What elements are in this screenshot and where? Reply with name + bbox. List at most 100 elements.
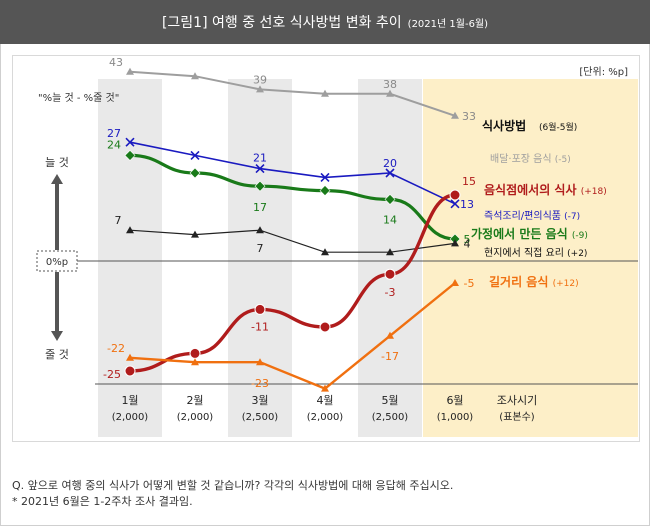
point-marker bbox=[124, 149, 136, 161]
point-marker bbox=[256, 358, 264, 366]
legend-series-change: (+18) bbox=[581, 187, 607, 197]
decrease-label: 줄 것 bbox=[45, 348, 69, 361]
data-label: 15 bbox=[462, 175, 476, 188]
data-label: 5 bbox=[464, 233, 471, 246]
data-label: 43 bbox=[109, 56, 123, 69]
data-label: 7 bbox=[115, 214, 122, 227]
legend-series-name: 가정에서 만든 음식 bbox=[471, 226, 572, 241]
legend-series-name: 배달·포장 음식 bbox=[490, 153, 555, 165]
series-line bbox=[129, 229, 456, 253]
point-marker bbox=[254, 303, 266, 315]
point-marker bbox=[254, 180, 266, 192]
point-marker bbox=[190, 150, 200, 160]
unit-label: [단위: %p] bbox=[579, 65, 628, 78]
marker-stroke bbox=[255, 164, 265, 174]
point-marker bbox=[126, 226, 134, 234]
point-marker bbox=[319, 321, 331, 333]
data-label: -3 bbox=[385, 286, 396, 299]
point-marker bbox=[189, 167, 201, 179]
legend-series-change: (-7) bbox=[564, 212, 580, 222]
zero-label-box bbox=[36, 250, 78, 272]
point-marker bbox=[125, 137, 135, 147]
sample-size-label: (1,000) bbox=[437, 412, 474, 423]
marker-stroke bbox=[125, 137, 135, 147]
question-note: Q. 앞으로 여행 중의 식사가 어떻게 변할 것 같습니까? 각각의 식사방법… bbox=[12, 479, 454, 492]
sample-size-label: (2,500) bbox=[242, 412, 279, 423]
footnotes: Q. 앞으로 여행 중의 식사가 어떻게 변할 것 같습니까? 각각의 식사방법… bbox=[12, 478, 638, 510]
data-label: 14 bbox=[383, 213, 397, 226]
figure-header: [그림1] 여행 중 선호 식사방법 변화 추이 (2021년 1월-6월) bbox=[0, 0, 650, 44]
figure-title: [그림1] 여행 중 선호 식사방법 변화 추이 bbox=[161, 15, 402, 31]
month-column-shade bbox=[228, 79, 292, 437]
series-line bbox=[129, 70, 456, 117]
point-marker bbox=[319, 185, 331, 197]
legend-series-change: (-5) bbox=[555, 155, 571, 165]
legend-title-sub: (6월-5월) bbox=[539, 121, 577, 133]
point-marker bbox=[451, 239, 459, 247]
point-marker bbox=[385, 168, 395, 178]
up-arrow-shaft bbox=[55, 183, 59, 250]
series-delivery bbox=[126, 67, 459, 119]
data-label: 33 bbox=[462, 110, 476, 123]
marker-stroke bbox=[385, 168, 395, 178]
point-marker bbox=[255, 164, 265, 174]
legend-entry-street: 길거리 음식 (+12) bbox=[489, 274, 579, 289]
point-marker bbox=[189, 347, 201, 359]
legend-series-change: (+12) bbox=[553, 279, 579, 289]
series-convenience bbox=[125, 137, 460, 209]
period-note: * 2021년 6월은 1-2주차 조사 결과임. bbox=[12, 495, 193, 508]
data-label: 38 bbox=[383, 78, 397, 91]
point-marker bbox=[256, 226, 264, 234]
data-label: 39 bbox=[253, 73, 267, 86]
legend-series-change: (+2) bbox=[567, 249, 587, 259]
data-label: 21 bbox=[253, 152, 267, 165]
point-marker bbox=[450, 199, 460, 209]
point-marker bbox=[256, 85, 264, 93]
latest-month-highlight bbox=[423, 79, 638, 437]
data-label: 17 bbox=[253, 201, 267, 214]
formula-label: "%늘 것 - %줄 것" bbox=[38, 92, 119, 104]
point-marker bbox=[384, 268, 396, 280]
sample-size-label: (2,000) bbox=[177, 412, 214, 423]
x-tick-label: 3월 bbox=[251, 394, 268, 407]
legend-title: 식사방법 bbox=[482, 118, 526, 133]
sample-size-label: (2,000) bbox=[112, 412, 149, 423]
point-marker bbox=[320, 172, 330, 182]
data-label: -5 bbox=[464, 277, 475, 290]
series-restaurant bbox=[124, 189, 461, 377]
x-tick-label: 5월 bbox=[381, 394, 398, 407]
legend-series-change: (-9) bbox=[572, 231, 588, 241]
legend-series-name: 길거리 음식 bbox=[489, 274, 553, 289]
point-marker bbox=[126, 67, 134, 75]
data-label: 13 bbox=[460, 198, 474, 211]
x-tick-label: 6월 bbox=[446, 394, 463, 407]
data-label: 20 bbox=[383, 157, 397, 170]
increase-label: 늘 것 bbox=[45, 156, 69, 169]
legend-entry-home: 가정에서 만든 음식 (-9) bbox=[471, 226, 588, 241]
zero-label: 0%p bbox=[46, 257, 68, 268]
data-label: 27 bbox=[107, 127, 121, 140]
sample-size-label: (2,000) bbox=[307, 412, 344, 423]
data-label: -17 bbox=[381, 350, 399, 363]
legend-entry-delivery: 배달·포장 음식 (-5) bbox=[490, 153, 571, 165]
marker-stroke bbox=[320, 172, 330, 182]
data-label: 7 bbox=[257, 242, 264, 255]
point-marker bbox=[124, 365, 136, 377]
marker-stroke bbox=[450, 199, 460, 209]
point-marker bbox=[321, 248, 329, 256]
point-marker bbox=[321, 89, 329, 97]
point-marker bbox=[451, 279, 459, 286]
x-tick-label: 4월 bbox=[316, 394, 333, 407]
legend-series-name: 현지에서 직접 요리 bbox=[484, 247, 567, 259]
sample-size-label: (2,500) bbox=[372, 412, 409, 423]
axis-subtitle: (표본수) bbox=[499, 411, 535, 423]
point-marker bbox=[386, 331, 394, 339]
data-label: -23 bbox=[251, 377, 269, 390]
point-marker bbox=[126, 353, 134, 361]
point-marker bbox=[191, 230, 199, 238]
legend-series-name: 즉석조리/편의식품 bbox=[484, 210, 564, 222]
axis-title: 조사시기 bbox=[497, 394, 537, 407]
up-arrow-icon bbox=[51, 174, 63, 184]
series-line bbox=[129, 282, 456, 390]
